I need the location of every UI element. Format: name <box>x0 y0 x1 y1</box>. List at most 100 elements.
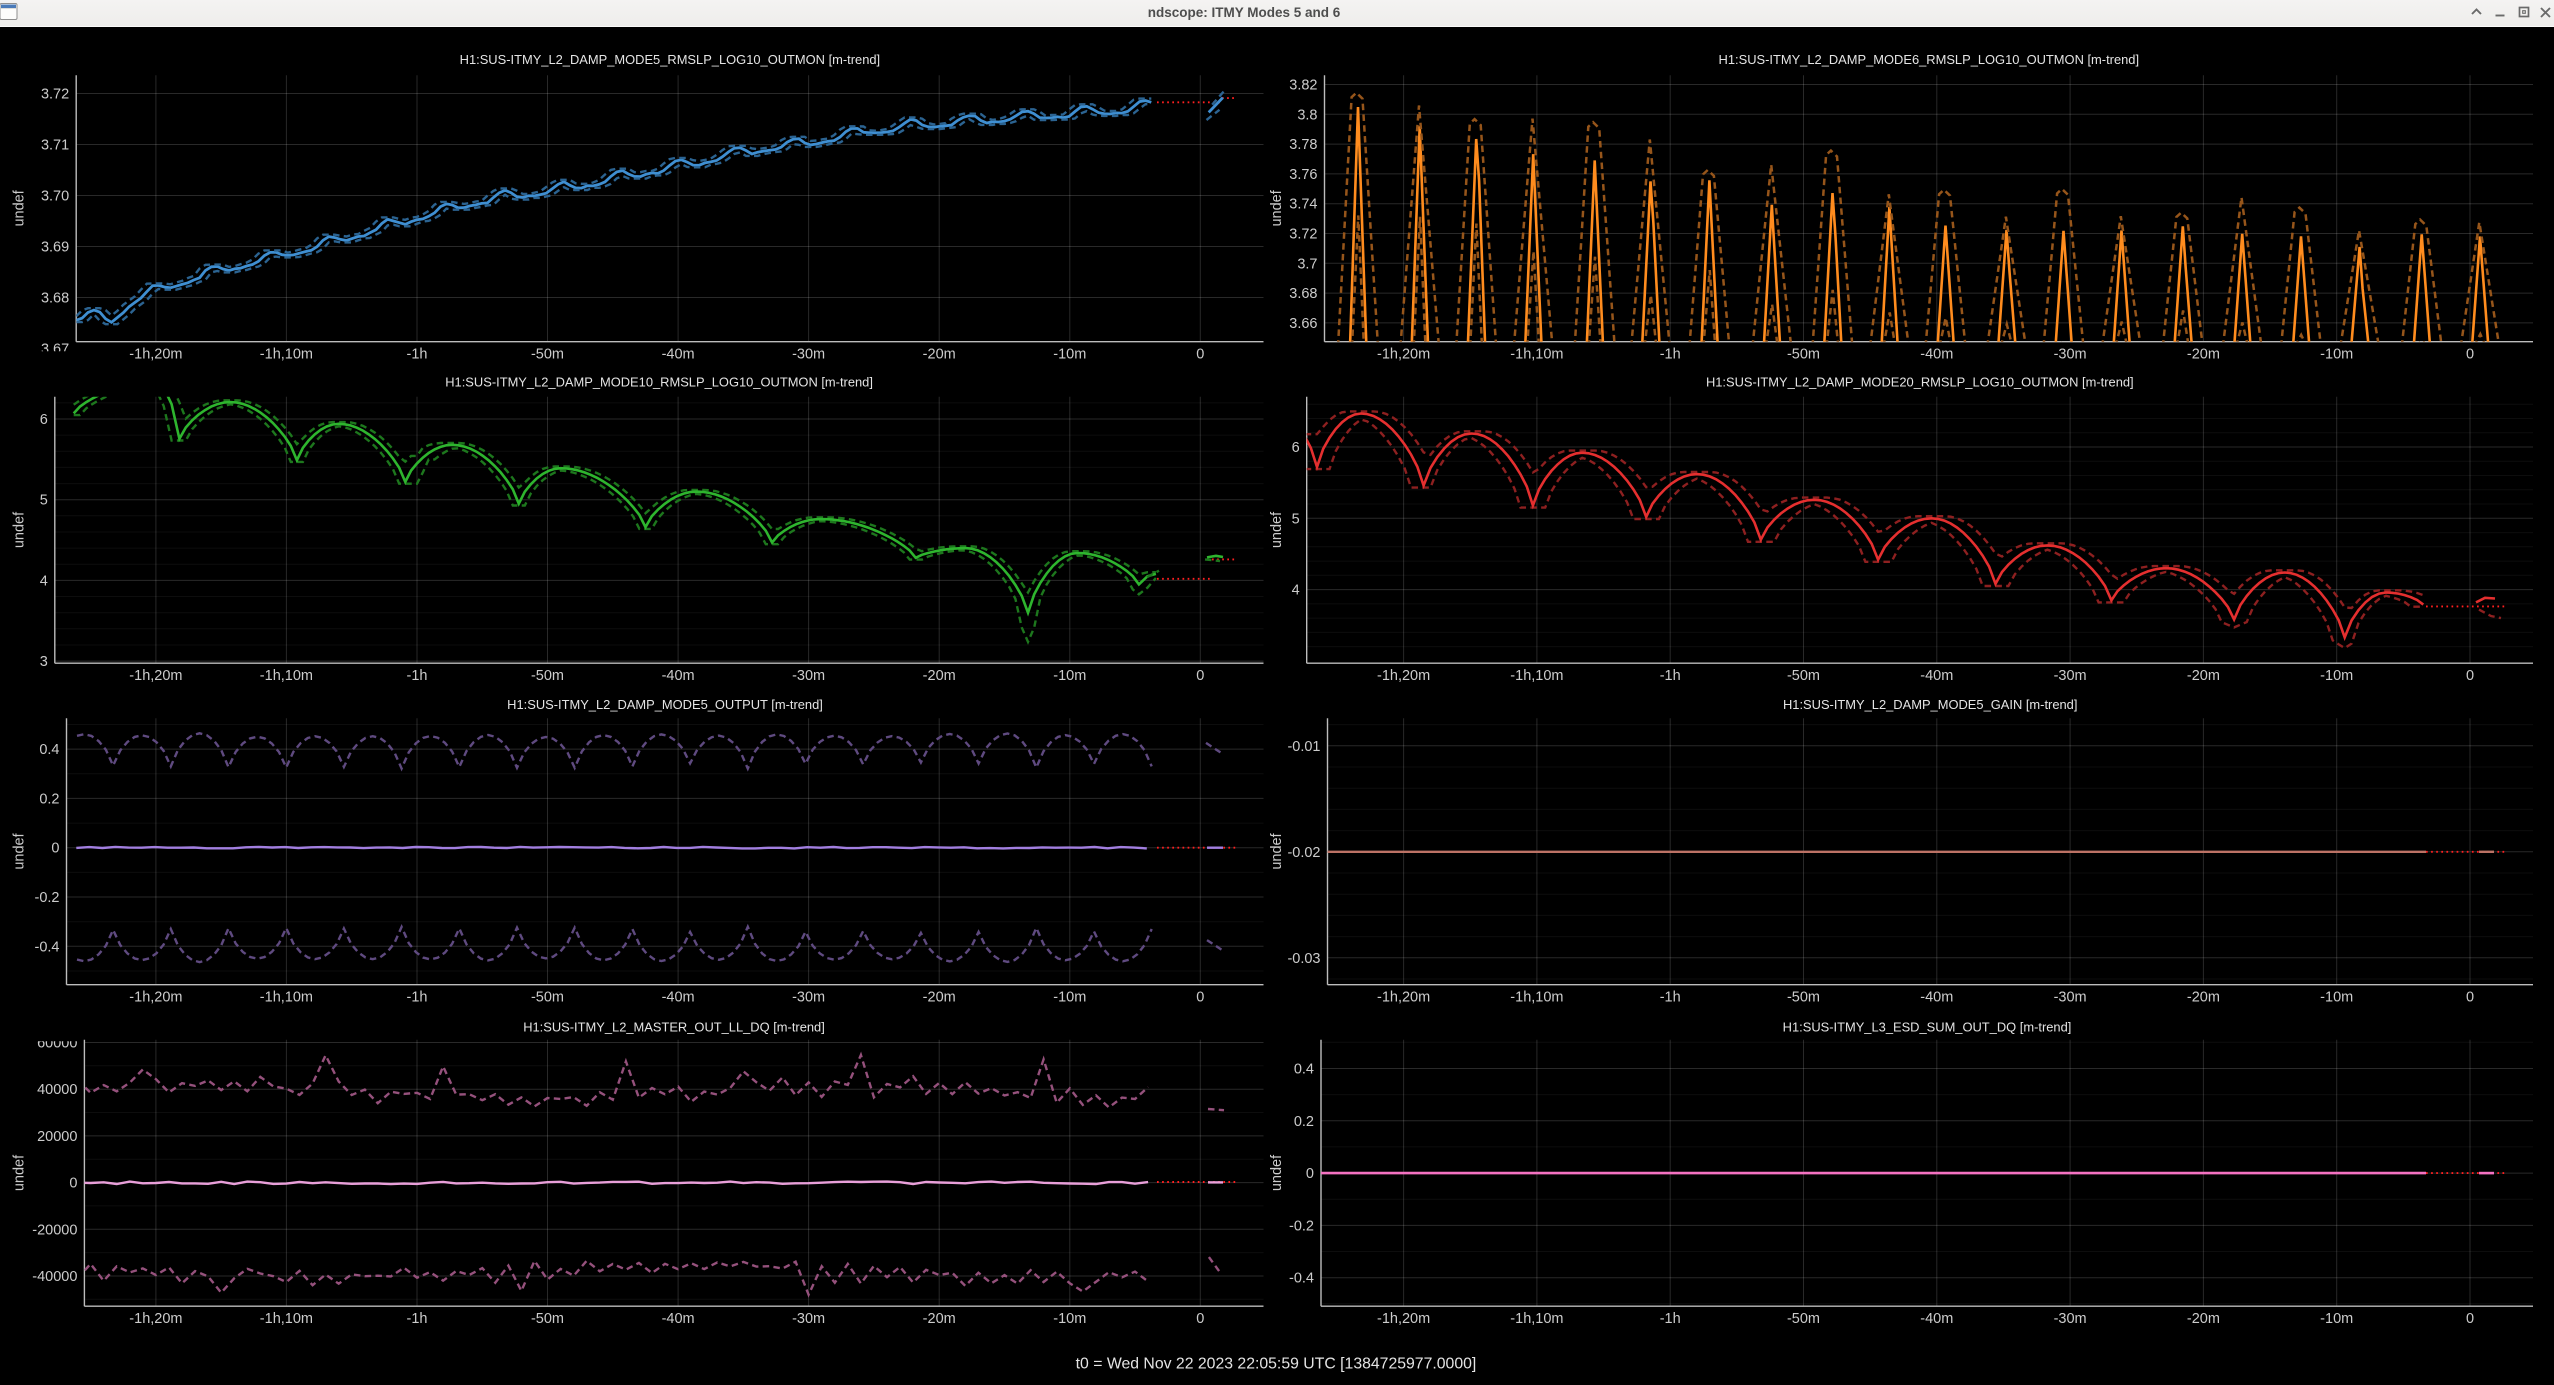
svg-text:-20m: -20m <box>923 668 956 684</box>
svg-text:4: 4 <box>40 573 48 589</box>
svg-text:0: 0 <box>1306 1166 1314 1182</box>
svg-text:H1:SUS-ITMY_L2_DAMP_MODE6_RMSL: H1:SUS-ITMY_L2_DAMP_MODE6_RMSLP_LOG10_OU… <box>1719 52 2140 67</box>
svg-text:-50m: -50m <box>531 668 564 684</box>
svg-text:-10m: -10m <box>1053 1311 1086 1327</box>
svg-text:0: 0 <box>1196 347 1204 363</box>
svg-text:undef: undef <box>12 511 28 548</box>
svg-text:3.82: 3.82 <box>1289 78 1317 94</box>
svg-text:undef: undef <box>1269 832 1285 869</box>
svg-text:-1h,10m: -1h,10m <box>260 347 313 363</box>
svg-text:-1h: -1h <box>1660 347 1681 363</box>
svg-text:-10m: -10m <box>2320 347 2353 363</box>
svg-text:-1h,20m: -1h,20m <box>129 668 182 684</box>
svg-text:3.74: 3.74 <box>1289 197 1317 213</box>
svg-text:-1h: -1h <box>1660 990 1681 1006</box>
svg-text:3.8: 3.8 <box>1297 107 1317 123</box>
svg-text:-30m: -30m <box>792 1311 825 1327</box>
svg-text:3.69: 3.69 <box>41 240 69 256</box>
svg-text:-0.01: -0.01 <box>1287 739 1320 755</box>
svg-text:-40m: -40m <box>662 1311 695 1327</box>
svg-text:-1h: -1h <box>407 668 428 684</box>
svg-text:-40m: -40m <box>1920 990 1953 1006</box>
svg-text:20000: 20000 <box>37 1129 77 1145</box>
svg-text:-40m: -40m <box>662 990 695 1006</box>
svg-text:-50m: -50m <box>531 1311 564 1327</box>
svg-text:H1:SUS-ITMY_L3_ESD_SUM_OUT_DQ: H1:SUS-ITMY_L3_ESD_SUM_OUT_DQ [m-trend] <box>1783 1020 2072 1035</box>
svg-text:0: 0 <box>51 841 59 857</box>
svg-text:3.68: 3.68 <box>1289 286 1317 302</box>
svg-text:-0.2: -0.2 <box>35 890 60 906</box>
svg-text:-1h,20m: -1h,20m <box>129 990 182 1006</box>
svg-text:-1h,20m: -1h,20m <box>1377 347 1430 363</box>
svg-text:-1h,20m: -1h,20m <box>1377 668 1430 684</box>
svg-text:-30m: -30m <box>2054 668 2087 684</box>
svg-text:-50m: -50m <box>1787 1311 1820 1327</box>
svg-text:5: 5 <box>1292 511 1300 527</box>
svg-text:3.72: 3.72 <box>41 87 69 103</box>
svg-text:0.4: 0.4 <box>39 742 59 758</box>
svg-text:60000: 60000 <box>37 1036 77 1052</box>
svg-text:3.68: 3.68 <box>41 291 69 307</box>
svg-text:3.72: 3.72 <box>1289 227 1317 243</box>
svg-text:-50m: -50m <box>1787 990 1820 1006</box>
svg-text:H1:SUS-ITMY_L2_DAMP_MODE5_OUTP: H1:SUS-ITMY_L2_DAMP_MODE5_OUTPUT [m-tren… <box>507 697 823 712</box>
svg-text:0: 0 <box>1196 990 1204 1006</box>
svg-text:0: 0 <box>2466 990 2474 1006</box>
svg-text:-1h,20m: -1h,20m <box>1377 1311 1430 1327</box>
svg-text:-1h,10m: -1h,10m <box>260 990 313 1006</box>
svg-text:undef: undef <box>1269 1154 1285 1191</box>
svg-text:0: 0 <box>2466 668 2474 684</box>
svg-text:-1h,20m: -1h,20m <box>129 347 182 363</box>
svg-text:-20m: -20m <box>923 1311 956 1327</box>
svg-text:-40m: -40m <box>662 668 695 684</box>
svg-text:0.2: 0.2 <box>39 791 59 807</box>
svg-text:-50m: -50m <box>1787 347 1820 363</box>
svg-text:0.2: 0.2 <box>1294 1114 1314 1130</box>
svg-text:-20000: -20000 <box>32 1222 77 1238</box>
svg-text:3.71: 3.71 <box>41 138 69 154</box>
svg-text:4: 4 <box>1292 583 1300 599</box>
svg-text:-10m: -10m <box>1053 347 1086 363</box>
svg-text:-10m: -10m <box>1053 990 1086 1006</box>
svg-text:H1:SUS-ITMY_L2_DAMP_MODE10_RMS: H1:SUS-ITMY_L2_DAMP_MODE10_RMSLP_LOG10_O… <box>445 375 873 390</box>
svg-text:40000: 40000 <box>37 1082 77 1098</box>
svg-text:0: 0 <box>1196 1311 1204 1327</box>
svg-text:-40000: -40000 <box>32 1269 77 1285</box>
svg-text:-1h: -1h <box>407 347 428 363</box>
svg-text:6: 6 <box>40 412 48 428</box>
svg-text:-1h,10m: -1h,10m <box>1510 347 1563 363</box>
svg-text:H1:SUS-ITMY_L2_DAMP_MODE20_RMS: H1:SUS-ITMY_L2_DAMP_MODE20_RMSLP_LOG10_O… <box>1706 375 2134 390</box>
svg-text:-50m: -50m <box>531 990 564 1006</box>
svg-text:-20m: -20m <box>923 990 956 1006</box>
svg-text:-30m: -30m <box>792 347 825 363</box>
svg-text:-10m: -10m <box>1053 668 1086 684</box>
svg-text:0: 0 <box>1196 668 1204 684</box>
svg-text:-50m: -50m <box>1787 668 1820 684</box>
svg-text:-40m: -40m <box>1920 1311 1953 1327</box>
svg-text:-20m: -20m <box>2187 347 2220 363</box>
svg-text:-20m: -20m <box>923 347 956 363</box>
svg-text:-30m: -30m <box>2054 347 2087 363</box>
svg-text:-50m: -50m <box>531 347 564 363</box>
svg-text:undef: undef <box>1269 189 1285 226</box>
svg-text:-0.4: -0.4 <box>35 939 60 955</box>
svg-text:0: 0 <box>2466 1311 2474 1327</box>
svg-text:-30m: -30m <box>792 668 825 684</box>
svg-text:-1h,10m: -1h,10m <box>1510 1311 1563 1327</box>
svg-text:3: 3 <box>40 654 48 670</box>
svg-text:3.7: 3.7 <box>1297 256 1317 272</box>
svg-text:-30m: -30m <box>2054 990 2087 1006</box>
svg-text:H1:SUS-ITMY_L2_DAMP_MODE5_RMSL: H1:SUS-ITMY_L2_DAMP_MODE5_RMSLP_LOG10_OU… <box>460 52 881 67</box>
svg-text:3.66: 3.66 <box>1289 316 1317 332</box>
svg-text:-30m: -30m <box>2054 1311 2087 1327</box>
svg-text:-20m: -20m <box>2187 1311 2220 1327</box>
svg-text:undef: undef <box>12 1154 28 1191</box>
svg-text:-10m: -10m <box>2320 990 2353 1006</box>
svg-text:-40m: -40m <box>1920 347 1953 363</box>
svg-text:-20m: -20m <box>2187 668 2220 684</box>
svg-text:-40m: -40m <box>1920 668 1953 684</box>
svg-text:-0.4: -0.4 <box>1289 1271 1314 1287</box>
svg-text:3.76: 3.76 <box>1289 167 1317 183</box>
svg-text:-1h: -1h <box>1660 1311 1681 1327</box>
svg-text:0.4: 0.4 <box>1294 1062 1314 1078</box>
